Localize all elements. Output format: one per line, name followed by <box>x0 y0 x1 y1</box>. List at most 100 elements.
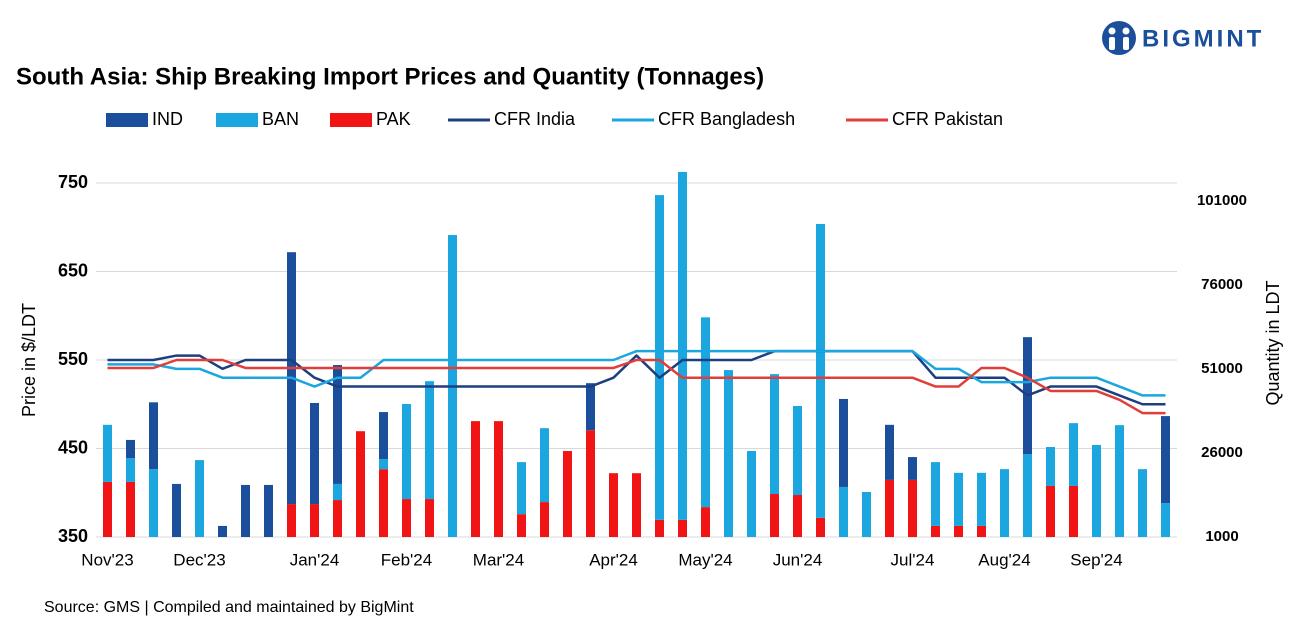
bar-segment <box>931 462 940 526</box>
legend-label: PAK <box>376 109 411 129</box>
bar-segment <box>586 430 595 537</box>
bar-segment <box>1092 444 1101 537</box>
bar-segment <box>1069 485 1078 537</box>
bar-segment <box>655 519 664 537</box>
bar-segment <box>747 451 756 537</box>
y-axis-title: Price in $/LDT <box>19 303 39 417</box>
bar-segment <box>885 479 894 537</box>
price-line <box>107 358 1166 415</box>
bar-segment <box>333 500 342 537</box>
bar-segment <box>770 494 779 537</box>
bar-segment <box>678 519 687 537</box>
legend-swatch <box>330 113 372 127</box>
bar-segment <box>126 458 135 482</box>
bar-segment <box>793 495 802 537</box>
bar-segment <box>793 406 802 496</box>
bar-segment <box>586 383 595 431</box>
x-tick-label: Apr'24 <box>589 550 638 569</box>
y-tick-label: 350 <box>58 526 88 546</box>
y2-tick-label: 26000 <box>1201 444 1243 461</box>
bar-segment <box>908 479 917 537</box>
bar-segment <box>517 462 526 515</box>
bar-segment <box>264 484 273 537</box>
bar-segment <box>977 472 986 526</box>
bar-segment <box>402 499 411 537</box>
legend-label: CFR Bangladesh <box>658 109 795 129</box>
bar-segment <box>885 424 894 480</box>
bar-segment <box>494 421 503 537</box>
bar-segment <box>402 403 411 500</box>
y2-axis-title: Quantity in LDT <box>1263 280 1283 405</box>
x-tick-label: Feb'24 <box>381 550 432 569</box>
bar-segment <box>1161 503 1170 537</box>
y-tick-label: 750 <box>58 172 88 192</box>
y2-tick-label: 51000 <box>1201 360 1243 377</box>
lines <box>107 349 1166 415</box>
bar-segment <box>816 223 825 518</box>
bar-segment <box>379 459 388 470</box>
x-tick-label: May'24 <box>678 550 732 569</box>
x-tick-label: Sep'24 <box>1070 550 1122 569</box>
price-line <box>107 349 1166 397</box>
logo-icon <box>1102 21 1136 55</box>
x-tick-label: Jul'24 <box>891 550 935 569</box>
bar-segment <box>862 491 871 537</box>
legend-swatch <box>106 113 148 127</box>
bar-segment <box>333 483 342 501</box>
bar-segment <box>310 402 319 505</box>
y-tick-label: 550 <box>58 349 88 369</box>
bar-segment <box>839 486 848 537</box>
bar-segment <box>425 381 434 500</box>
bar-segment <box>218 525 227 537</box>
bar-segment <box>908 457 917 480</box>
y-tick-label: 650 <box>58 260 88 280</box>
bar-segment <box>379 469 388 537</box>
bar-segment <box>931 525 940 537</box>
bar-segment <box>1046 485 1055 537</box>
x-tick-label: Dec'23 <box>173 550 225 569</box>
legend: IND BAN PAK CFR India CFR Bangladesh CFR Paki… <box>106 109 1003 129</box>
bar-segment <box>103 481 112 537</box>
legend-label: BAN <box>262 109 299 129</box>
bar-segment <box>517 514 526 537</box>
bar-segment <box>977 525 986 537</box>
axes: 350 450 550 650 750 1000 26000 51000 76000 101000… <box>58 172 1247 570</box>
chart-title: South Asia: Ship Breaking Import Prices … <box>16 63 764 90</box>
bar-segment <box>195 460 204 537</box>
y2-tick-label: 76000 <box>1201 276 1243 293</box>
bar-segment <box>701 507 710 537</box>
x-tick-label: Jan'24 <box>290 550 340 569</box>
bar-segment <box>126 481 135 537</box>
bar-segment <box>724 370 733 537</box>
bar-segment <box>1115 425 1124 537</box>
x-tick-label: Nov'23 <box>81 550 133 569</box>
bar-segment <box>172 483 181 537</box>
bar-segment <box>632 473 641 537</box>
bar-segment <box>241 484 250 537</box>
y-tick-label: 450 <box>58 437 88 457</box>
logo-text: BIGMINT <box>1142 25 1264 52</box>
bar-segment <box>1069 423 1078 486</box>
x-tick-label: Mar'24 <box>473 550 524 569</box>
bar-segment <box>1046 446 1055 486</box>
bar-segment <box>379 412 388 460</box>
bar-segment <box>1000 469 1009 537</box>
bar-segment <box>678 171 687 520</box>
bar-segment <box>816 517 825 537</box>
source-note: Source: GMS | Compiled and maintained by… <box>44 599 414 616</box>
bar-segment <box>1161 416 1170 504</box>
x-tick-label: Aug'24 <box>978 550 1030 569</box>
bar-segment <box>655 195 664 520</box>
bar-segment <box>126 439 135 459</box>
bar-segment <box>540 502 549 537</box>
bar-segment <box>356 431 365 537</box>
bar-segment <box>839 398 848 487</box>
bar-segment <box>770 374 779 495</box>
bar-segment <box>149 402 158 470</box>
bar-segment <box>471 421 480 537</box>
x-tick-label: Jun'24 <box>773 550 823 569</box>
bar-segment <box>1023 454 1032 537</box>
bar-segment <box>103 424 112 482</box>
